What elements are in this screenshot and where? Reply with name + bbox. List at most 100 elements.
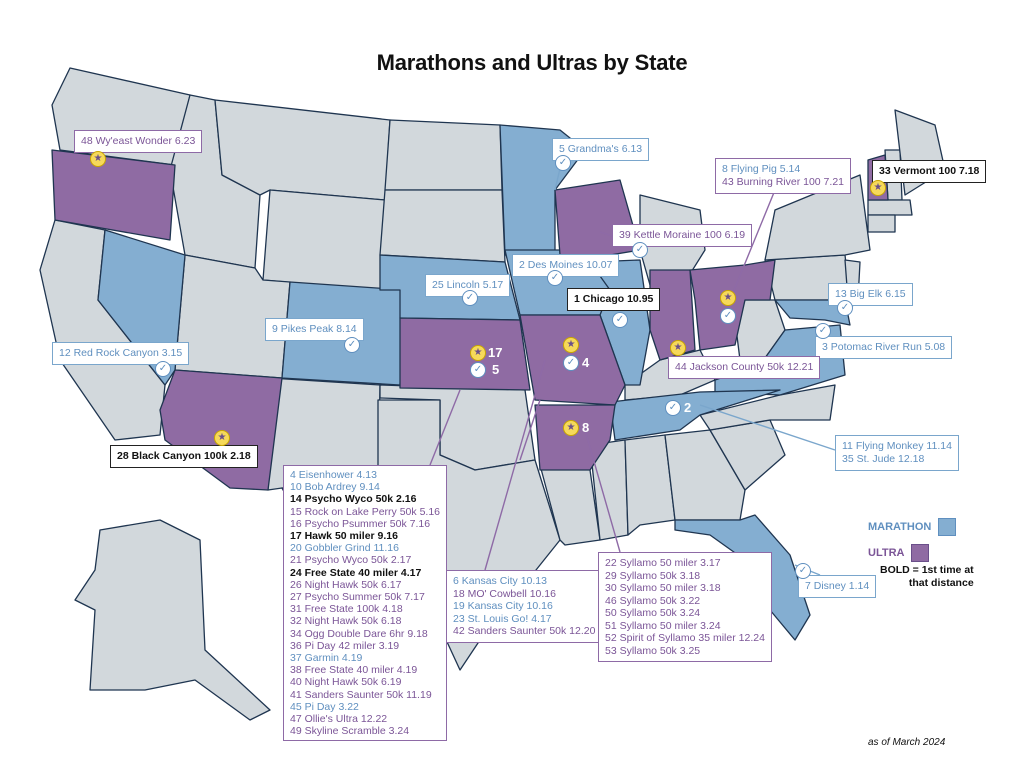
label-missouri-line: 19 Kansas City 10.16 — [453, 600, 553, 612]
state-sd — [379, 189, 506, 263]
kansas-marathon-count: 5 — [492, 362, 500, 377]
star-icon: ★ — [90, 151, 106, 167]
label-illinois: 1 Chicago 10.95 — [567, 288, 661, 311]
leader-ks — [429, 389, 461, 466]
label-iowa: 2 Des Moines 10.07 — [512, 254, 620, 277]
label-arkansas-line: 52 Spirit of Syllamo 35 miler 12.24 — [605, 632, 765, 644]
check-icon: ✓ — [632, 242, 648, 258]
state-mt — [214, 99, 391, 201]
label-arizona: 28 Black Canyon 100k 2.18 — [110, 445, 258, 468]
label-missouri-line: 42 Sanders Saunter 50k 12.20 — [453, 625, 596, 637]
label-kansas-line: 10 Bob Ardrey 9.14 — [290, 481, 380, 494]
state-fl — [674, 514, 811, 641]
label-kansas-line: 32 Night Hawk 50k 6.18 — [290, 615, 402, 628]
star-icon: ★ — [720, 290, 736, 306]
state-oh — [689, 259, 776, 351]
label-arkansas-line: 53 Syllamo 50k 3.25 — [605, 644, 701, 657]
label-minnesota-line: 5 Grandma's 6.13 — [559, 143, 643, 155]
label-arkansas-line: 22 Syllamo 50 miler 3.17 — [605, 557, 721, 569]
star-icon: ★ — [563, 420, 579, 436]
leader-ar — [584, 429, 621, 553]
leader-mo-2 — [519, 399, 541, 461]
leader-oh — [729, 189, 776, 301]
label-vermont: 33 Vermont 100 7.18 — [872, 160, 987, 183]
label-colorado-line: 9 Pikes Peak 8.14 — [272, 323, 357, 335]
label-kansas-line: 4 Eisenhower 4.13 — [290, 469, 377, 481]
label-ohio-line-1: 8 Flying Pig 5.14 — [722, 163, 801, 175]
label-virginia-line: 3 Potomac River Run 5.08 — [822, 341, 946, 353]
as-of-date: as of March 2024 — [868, 737, 946, 748]
label-arkansas-line: 51 Syllamo 50 miler 3.24 — [605, 619, 721, 632]
label-kansas-line: 41 Sanders Saunter 50k 11.19 — [290, 688, 432, 701]
label-iowa-line: 2 Des Moines 10.07 — [519, 259, 613, 271]
state-ct — [867, 214, 896, 233]
state-tn — [609, 389, 781, 441]
leader-tn — [699, 404, 836, 451]
label-tennessee-line-2: 35 St. Jude 12.18 — [842, 453, 925, 465]
check-icon: ✓ — [344, 337, 360, 353]
label-kansas-line: 27 Psycho Summer 50k 7.17 — [290, 591, 425, 604]
label-kansas-line: 34 Ogg Double Dare 6hr 9.18 — [290, 627, 428, 640]
label-ohio-line-2: 43 Burning River 100 7.21 — [722, 176, 844, 188]
label-arkansas-line: 29 Syllamo 50k 3.18 — [605, 569, 701, 582]
label-tennessee-line-1: 11 Flying Monkey 11.14 — [842, 440, 952, 452]
label-indiana-line: 44 Jackson County 50k 12.21 — [675, 361, 814, 373]
label-arkansas-line: 50 Syllamo 50k 3.24 — [605, 607, 701, 619]
label-virginia: 3 Potomac River Run 5.08 — [815, 336, 953, 359]
label-kansas-line: 31 Free State 100k 4.18 — [290, 603, 403, 616]
label-florida-line: 7 Disney 1.14 — [805, 580, 870, 592]
check-icon: ✓ — [837, 300, 853, 316]
label-oregon: 48 Wy'east Wonder 6.23 — [74, 130, 203, 153]
label-kansas-line: 36 Pi Day 42 miler 3.19 — [290, 639, 400, 652]
legend-marathon-label: MARATHON — [868, 520, 932, 533]
label-nebraska-line: 25 Lincoln 5.17 — [432, 279, 504, 291]
star-icon: ★ — [563, 337, 579, 353]
label-missouri-line: 6 Kansas City 10.13 — [453, 575, 547, 587]
label-kansas-line: 24 Free State 40 miler 4.17 — [290, 566, 422, 579]
label-kansas-line: 21 Psycho Wyco 50k 2.17 — [290, 554, 412, 567]
label-missouri-line: 18 MO' Cowbell 10.16 — [453, 587, 556, 600]
label-wisconsin-line: 39 Kettle Moraine 100 6.19 — [619, 229, 746, 241]
label-kansas-line: 20 Gobbler Grind 11.16 — [290, 542, 399, 555]
state-ak — [74, 519, 271, 721]
check-icon: ✓ — [462, 290, 478, 306]
star-icon: ★ — [870, 180, 886, 196]
check-icon: ✓ — [155, 361, 171, 377]
arkansas-ultra-count: 8 — [582, 420, 590, 435]
legend-ultra: ULTRA — [868, 544, 956, 562]
state-ks — [399, 317, 531, 391]
star-icon: ★ — [670, 340, 686, 356]
check-icon: ✓ — [555, 155, 571, 171]
label-kansas-line: 37 Garmin 4.19 — [290, 652, 363, 665]
label-kansas: 4 Eisenhower 4.13 10 Bob Ardrey 9.14 14 … — [283, 465, 448, 742]
label-arizona-line: 28 Black Canyon 100k 2.18 — [117, 450, 251, 462]
state-nd — [384, 119, 503, 191]
legend: MARATHON ULTRA — [868, 518, 957, 562]
tennessee-marathon-count: 2 — [684, 400, 692, 415]
bold-note-line-2: that distance — [908, 577, 974, 589]
label-kansas-line: 14 Psycho Wyco 50k 2.16 — [290, 493, 417, 506]
label-kansas-line: 49 Skyline Scramble 3.24 — [290, 725, 410, 738]
state-al — [624, 434, 676, 536]
label-kansas-line: 47 Ollie's Ultra 12.22 — [290, 713, 388, 726]
marathon-swatch — [938, 518, 957, 536]
state-ga — [664, 429, 746, 521]
label-oregon-line: 48 Wy'east Wonder 6.23 — [81, 135, 196, 147]
label-minnesota: 5 Grandma's 6.13 — [552, 138, 650, 161]
leader-mo — [484, 359, 546, 571]
label-kansas-line: 40 Night Hawk 50k 6.19 — [290, 676, 402, 689]
label-kansas-line: 15 Rock on Lake Perry 50k 5.16 — [290, 505, 441, 518]
map-title: Marathons and Ultras by State — [376, 50, 688, 75]
label-indiana: 44 Jackson County 50k 12.21 — [668, 356, 821, 379]
bold-note-line-1: BOLD = 1st time at — [880, 564, 974, 576]
check-icon: ✓ — [563, 355, 579, 371]
label-nevada: 12 Red Rock Canyon 3.15 — [52, 342, 190, 365]
label-arkansas-line: 30 Syllamo 50 miler 3.18 — [605, 582, 721, 594]
star-icon: ★ — [470, 345, 486, 361]
check-icon: ✓ — [470, 362, 486, 378]
check-icon: ✓ — [720, 308, 736, 324]
label-wisconsin: 39 Kettle Moraine 100 6.19 — [612, 224, 753, 247]
state-ar — [534, 404, 616, 471]
label-kansas-line: 17 Hawk 50 miler 9.16 — [290, 530, 398, 543]
label-florida: 7 Disney 1.14 — [798, 575, 877, 598]
